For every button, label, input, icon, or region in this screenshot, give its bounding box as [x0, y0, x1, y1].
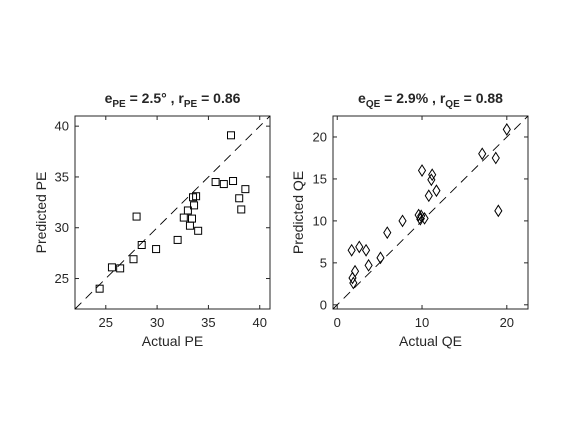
qe-identity-line: [332, 115, 529, 310]
pe-data-point: [227, 131, 235, 140]
pe-data-point: [132, 212, 141, 221]
qe-data-point: [383, 226, 392, 240]
pe-identity-line: [74, 115, 271, 310]
pe-data-point: [152, 245, 161, 254]
qe-data-point: [376, 251, 385, 265]
pe-data-point: [179, 213, 188, 222]
qe-y-tick-label: 20: [313, 129, 327, 144]
qe-data-point: [417, 209, 426, 223]
qe-data-point: [414, 208, 423, 222]
pe-data-point: [188, 214, 196, 223]
qe-data-point: [494, 204, 503, 218]
qe-y-tick-label: 15: [313, 171, 327, 186]
pe-data-point: [235, 194, 244, 203]
qe-data-point: [420, 211, 429, 225]
qe-data-point: [349, 276, 358, 290]
pe-data-point: [95, 284, 104, 293]
pe-data-point: [107, 263, 116, 272]
qe-data-point: [478, 147, 487, 161]
qe-title: eQE = 2.9% , rQE = 0.88: [358, 90, 503, 110]
pe-data-point: [241, 185, 250, 194]
qe-y-tick-label: 0: [320, 297, 327, 312]
pe-data-point: [116, 264, 125, 273]
qe-y-axis-label: Predicted QE: [290, 171, 306, 254]
pe-panel: ePE = 2.5° , rPE = 0.86 Actual PE Predic…: [33, 90, 271, 349]
pe-x-tick-label: 40: [253, 315, 267, 330]
pe-title: ePE = 2.5° , rPE = 0.86: [105, 90, 241, 110]
pe-data-point: [229, 177, 238, 186]
pe-x-tick-label: 35: [201, 315, 215, 330]
qe-data-point: [355, 240, 364, 254]
qe-x-tick-label: 20: [500, 315, 514, 330]
pe-y-tick-label: 40: [55, 119, 69, 134]
qe-data-point: [491, 151, 500, 165]
qe-data-point: [432, 184, 441, 198]
pe-data-point: [129, 255, 138, 264]
pe-ticks: 25 30 35 40 25 30 35 40: [55, 116, 270, 330]
qe-x-tick-label: 10: [415, 315, 429, 330]
qe-x-tick-label: 0: [334, 315, 341, 330]
pe-data-point: [192, 192, 201, 201]
pe-x-tick-label: 30: [150, 315, 164, 330]
pe-y-axis-label: Predicted PE: [33, 172, 49, 254]
qe-data-point: [364, 258, 373, 272]
pe-data-point: [183, 206, 192, 215]
pe-y-tick-label: 35: [55, 169, 69, 184]
qe-data-point: [417, 164, 427, 177]
pe-data-point: [137, 241, 146, 250]
pe-data-point: [173, 235, 182, 244]
pe-x-tick-label: 25: [99, 315, 113, 330]
pe-y-tick-label: 25: [55, 271, 69, 286]
pe-data-point: [219, 180, 228, 189]
qe-data-point: [347, 243, 356, 257]
qe-data-point: [502, 122, 511, 136]
qe-data-point: [416, 212, 425, 226]
pe-data-point: [190, 201, 199, 210]
qe-y-tick-label: 10: [313, 213, 327, 228]
qe-data-point: [361, 243, 371, 257]
qe-data-point: [424, 189, 433, 203]
pe-x-axis-label: Actual PE: [142, 333, 203, 349]
qe-data-layer: [332, 115, 529, 310]
qe-panel: eQE = 2.9% , rQE = 0.88 Actual QE Predic…: [290, 90, 529, 349]
qe-data-point: [350, 264, 360, 278]
qe-x-axis-label: Actual QE: [399, 333, 462, 349]
pe-data-point: [194, 226, 203, 235]
qe-ticks: 0 10 20 0 5 10 15 20: [313, 116, 528, 330]
qe-data-point: [398, 214, 407, 228]
pe-y-tick-label: 30: [55, 220, 69, 235]
pe-data-point: [211, 178, 220, 187]
qe-data-point: [428, 168, 437, 182]
qe-y-tick-label: 5: [320, 255, 327, 270]
pe-data-layer: [74, 115, 271, 310]
pe-data-point: [237, 205, 246, 214]
